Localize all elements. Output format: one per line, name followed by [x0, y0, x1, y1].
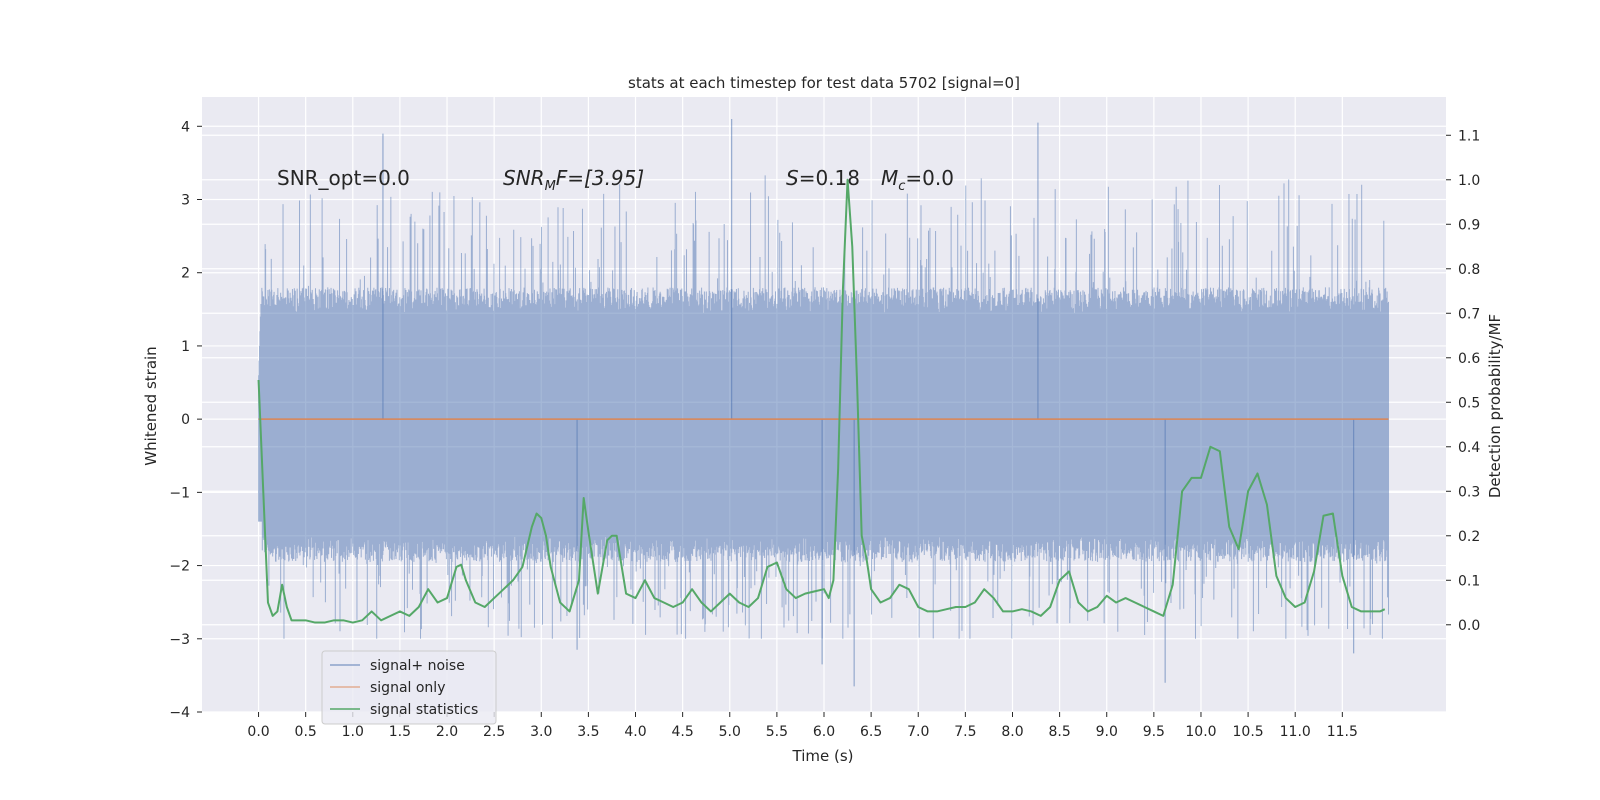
y2-tick-label: 1.0	[1458, 173, 1480, 189]
y-axis-title: Whitened strain	[142, 346, 160, 465]
annotation-snr-mf-main: SNR	[503, 166, 545, 190]
annotation-snr-mf: SNRMF=[3.95]	[503, 166, 644, 194]
y2-tick-label: 0.2	[1458, 529, 1480, 545]
annotation-mc-sub: c	[898, 179, 905, 194]
annotation-s: S=0.18	[786, 166, 860, 190]
x-tick-label: 6.0	[813, 724, 835, 740]
x-axis: 0.0 0.5 1.0 1.5 2.0 2.5 3.0 3.5 4.0 4.5 5.0 5.5 6.0 6…	[247, 712, 1358, 740]
y2-tick-label: 0.4	[1458, 440, 1480, 456]
x-tick-label: 2.0	[436, 724, 458, 740]
legend-label-signal-only: signal only	[370, 680, 445, 696]
x-tick-label: 3.0	[530, 724, 552, 740]
y-axis-left: −4 −3 −2 −1 0 1 2 3 4	[169, 119, 202, 721]
annotation-mc: Mc=0.0	[881, 166, 954, 194]
x-tick-label: 0.5	[295, 724, 317, 740]
x-tick-label: 7.0	[907, 724, 929, 740]
x-axis-title: Time (s)	[792, 747, 854, 765]
signal-statistics-line	[257, 178, 1386, 624]
x-tick-label: 1.5	[389, 724, 411, 740]
x-tick-label: 11.0	[1280, 724, 1311, 740]
x-tick-label: 8.5	[1048, 724, 1070, 740]
x-tick-label: 8.0	[1001, 724, 1023, 740]
y2-axis-title: Detection probability/MF	[1486, 314, 1504, 498]
x-tick-label: 4.0	[624, 724, 646, 740]
legend-box	[321, 650, 497, 725]
x-tick-label: 5.5	[766, 724, 788, 740]
legend-label-noise: signal+ noise	[370, 658, 465, 674]
x-tick-label: 9.0	[1096, 724, 1118, 740]
chart-title: stats at each timestep for test data 570…	[628, 74, 1020, 92]
y2-tick-label: 0.0	[1458, 618, 1480, 634]
legend-label-statistics: signal statistics	[370, 702, 478, 718]
y-tick-label: −4	[169, 705, 190, 721]
annotation-s-rest: =0.18	[799, 166, 860, 190]
y-tick-label: −3	[169, 632, 190, 648]
y-axis-right: 0.0 0.1 0.2 0.3 0.4 0.5 0.6 0.7 0.8 0.9 1.0 1.1	[1446, 128, 1480, 634]
y2-tick-label: 0.3	[1458, 484, 1480, 500]
y2-tick-label: 0.5	[1458, 395, 1480, 411]
y-tick-label: 2	[181, 266, 190, 282]
x-tick-label: 7.5	[954, 724, 976, 740]
x-tick-label: 11.5	[1327, 724, 1358, 740]
y2-tick-label: 0.6	[1458, 351, 1480, 367]
y2-tick-label: 1.1	[1458, 128, 1480, 144]
x-tick-label: 10.5	[1233, 724, 1264, 740]
y2-tick-label: 0.9	[1458, 217, 1480, 233]
annotation-snr-mf-rest: F=[3.95]	[556, 166, 644, 190]
annotation-mc-main: M	[881, 166, 898, 190]
x-tick-label: 9.5	[1143, 724, 1165, 740]
y-tick-label: −1	[169, 485, 190, 501]
y-tick-label: 4	[181, 119, 190, 135]
annotation-mc-rest: =0.0	[905, 166, 954, 190]
x-tick-label: 3.5	[577, 724, 599, 740]
y-tick-label: 0	[181, 412, 190, 428]
annotation-s-main: S	[786, 166, 799, 190]
y-tick-label: 1	[181, 339, 190, 355]
y2-tick-label: 0.8	[1458, 262, 1480, 278]
y2-tick-label: 0.7	[1458, 306, 1480, 322]
x-tick-label: 10.0	[1185, 724, 1216, 740]
y-tick-label: 3	[181, 193, 190, 209]
annotation-snr-opt: SNR_opt=0.0	[277, 166, 410, 190]
x-tick-label: 4.5	[672, 724, 694, 740]
x-tick-label: 0.0	[247, 724, 269, 740]
x-tick-label: 6.5	[860, 724, 882, 740]
legend: signal+ noise signal only signal statist…	[321, 650, 497, 725]
signal-statistics-series	[257, 178, 1386, 624]
y-tick-label: −2	[169, 559, 190, 575]
annotation-snr-mf-sub: M	[545, 179, 556, 194]
y2-tick-label: 0.1	[1458, 573, 1480, 589]
x-tick-label: 2.5	[483, 724, 505, 740]
x-tick-label: 1.0	[342, 724, 364, 740]
x-tick-label: 5.0	[719, 724, 741, 740]
